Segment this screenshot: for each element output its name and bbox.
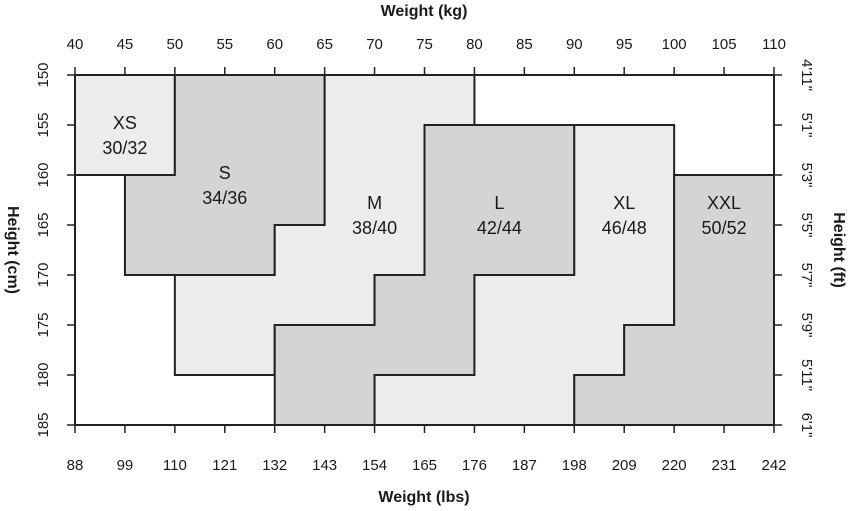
bottom-tick-label: 132: [262, 457, 287, 474]
top-tick-label: 100: [662, 36, 687, 53]
top-tick-label: 40: [67, 36, 84, 53]
bottom-tick-label: 165: [412, 457, 437, 474]
size-label: 50/52: [702, 218, 747, 238]
right-tick-label: 5'3": [798, 163, 815, 188]
top-tick-label: 95: [616, 36, 633, 53]
left-tick-label: 150: [35, 62, 52, 87]
left-tick-label: 155: [35, 112, 52, 137]
left-tick-label: 165: [35, 212, 52, 237]
size-name: XS: [113, 113, 137, 133]
bottom-tick-label: 88: [67, 457, 84, 474]
size-label: 34/36: [202, 188, 247, 208]
size-label: 38/40: [352, 218, 397, 238]
bottom-tick-label: 176: [462, 457, 487, 474]
top-tick-label: 60: [266, 36, 283, 53]
left-tick-label: 170: [35, 262, 52, 287]
top-tick-label: 50: [167, 36, 184, 53]
bottom-tick-label: 99: [117, 457, 134, 474]
bottom-tick-label: 154: [362, 457, 387, 474]
size-name: S: [219, 163, 231, 183]
size-label: 30/32: [102, 138, 147, 158]
right-tick-label: 5'5": [798, 213, 815, 238]
bottom-axis-title: Weight (lbs): [378, 489, 469, 506]
top-tick-label: 110: [762, 36, 786, 53]
size-name: L: [494, 193, 504, 213]
left-tick-label: 175: [35, 312, 52, 337]
bottom-tick-label: 220: [662, 457, 687, 474]
size-label: 46/48: [602, 218, 647, 238]
bottom-tick-label: 231: [712, 457, 737, 474]
right-axis-title: Height (ft): [830, 212, 847, 288]
top-tick-label: 90: [566, 36, 583, 53]
top-axis-title: Weight (kg): [381, 3, 468, 20]
right-tick-label: 5'9": [798, 313, 815, 338]
left-axis-title: Height (cm): [4, 206, 21, 294]
right-tick-label: 4'11": [798, 59, 815, 91]
top-tick-label: 70: [366, 36, 383, 53]
size-name: M: [367, 193, 382, 213]
right-tick-label: 6'1": [798, 413, 815, 438]
bottom-tick-label: 187: [512, 457, 537, 474]
bottom-tick-label: 242: [761, 457, 786, 474]
size-label: 42/44: [477, 218, 522, 238]
top-tick-label: 45: [117, 36, 134, 53]
left-tick-label: 160: [35, 162, 52, 187]
right-tick-label: 5'11": [798, 359, 815, 391]
left-tick-label: 185: [35, 412, 52, 437]
bottom-tick-label: 143: [312, 457, 337, 474]
right-tick-label: 5'7": [798, 263, 815, 288]
bottom-tick-label: 110: [163, 457, 187, 474]
size-name: XL: [613, 193, 635, 213]
right-tick-label: 5'1": [798, 113, 815, 138]
left-tick-label: 180: [35, 362, 52, 387]
top-tick-label: 75: [416, 36, 433, 53]
bottom-tick-label: 121: [212, 457, 237, 474]
top-tick-label: 105: [712, 36, 737, 53]
top-tick-label: 55: [216, 36, 233, 53]
bottom-tick-label: 198: [562, 457, 587, 474]
top-tick-label: 85: [516, 36, 533, 53]
top-tick-label: 65: [316, 36, 333, 53]
size-name: XXL: [707, 193, 741, 213]
top-tick-label: 80: [466, 36, 483, 53]
bottom-tick-label: 209: [612, 457, 637, 474]
